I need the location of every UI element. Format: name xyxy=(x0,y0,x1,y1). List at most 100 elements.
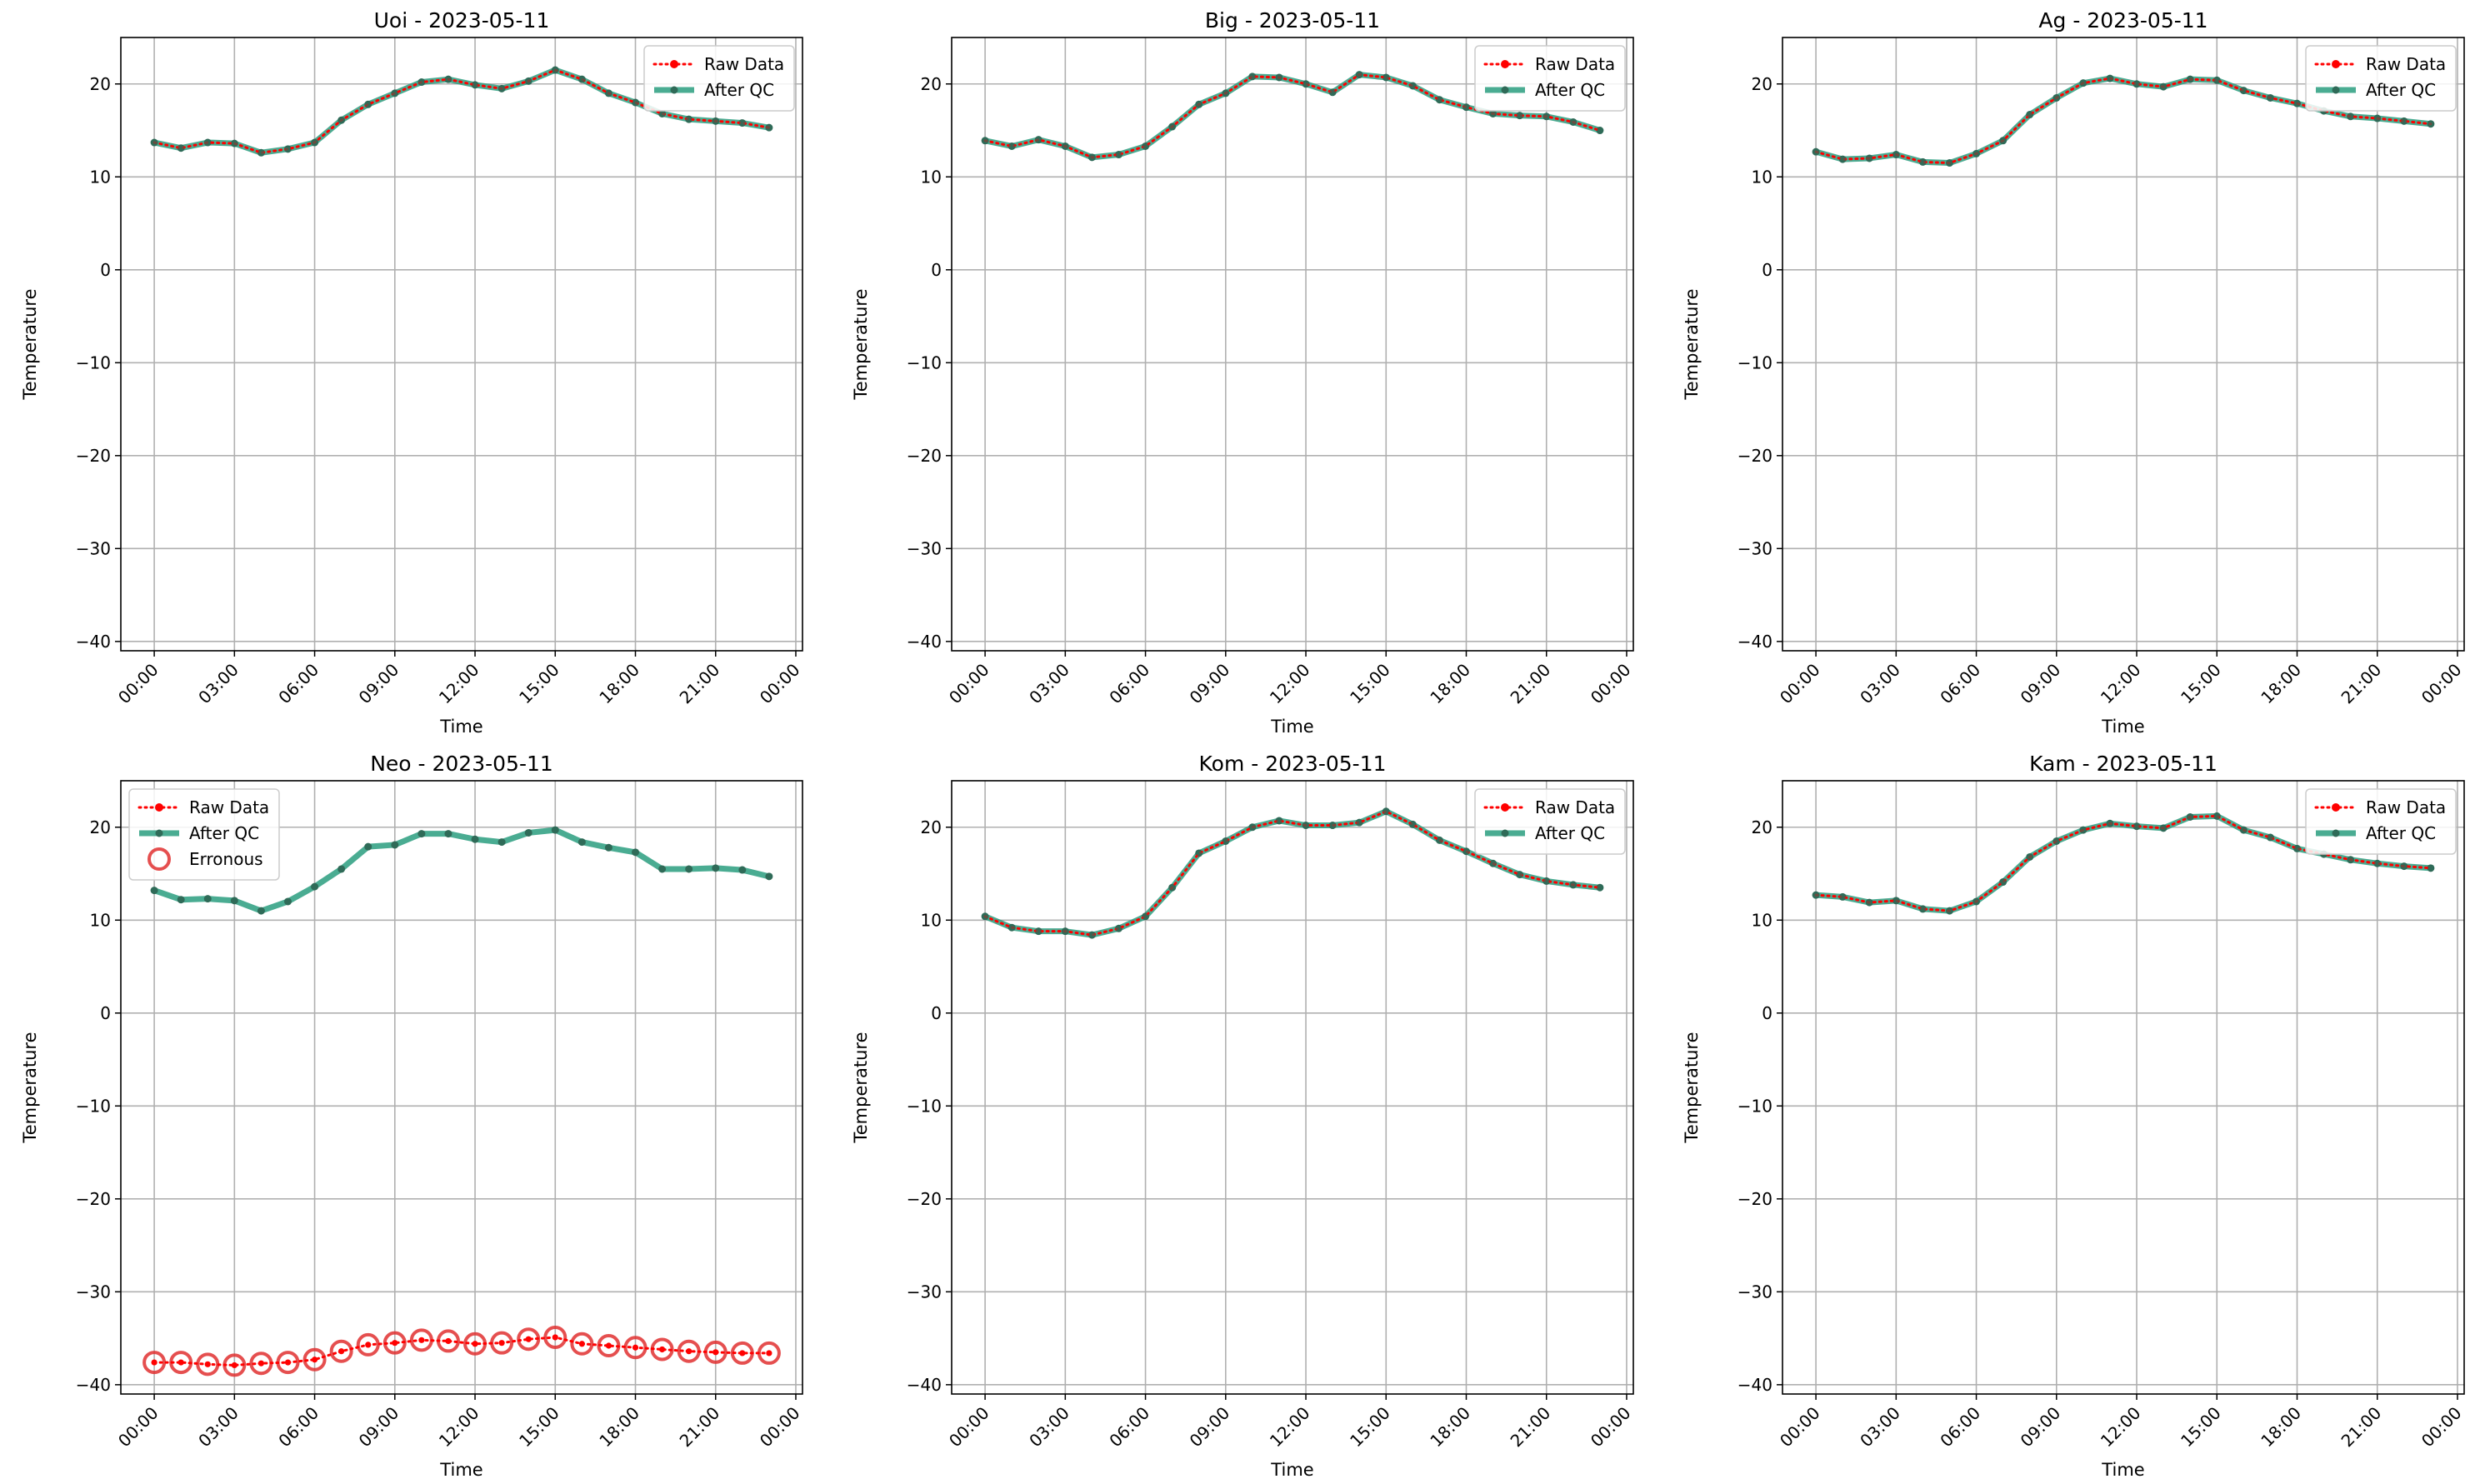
y-tick-label: −20 xyxy=(76,1189,111,1209)
raw-data-point xyxy=(151,139,158,146)
erroneous-markers xyxy=(142,1325,781,1377)
grid xyxy=(121,37,802,651)
after-qc-point xyxy=(604,843,612,852)
raw-data-point xyxy=(1115,151,1122,158)
after-qc-point xyxy=(632,848,640,857)
legend-box xyxy=(128,788,280,881)
raw-data-point xyxy=(178,1359,184,1366)
raw-data-point xyxy=(2401,117,2408,124)
raw-data-point xyxy=(1196,850,1202,857)
x-tick-label: 00:00 xyxy=(1587,660,1635,708)
legend-qc-marker xyxy=(1501,86,1509,94)
erroneous-marker xyxy=(543,1325,568,1349)
raw-data-point xyxy=(1462,848,1470,855)
after-qc-point xyxy=(311,882,319,891)
legend: Raw Data After QC Erronous xyxy=(128,788,280,881)
raw-data-point xyxy=(1543,877,1550,885)
y-tick-label: 0 xyxy=(931,1003,942,1023)
raw-data-point xyxy=(578,76,585,82)
y-tick-label: 20 xyxy=(90,817,111,837)
legend-raw-marker xyxy=(1501,803,1509,812)
chart-title: Big - 2023-05-11 xyxy=(1205,8,1380,32)
raw-data-point xyxy=(2080,827,2087,833)
after-qc-point xyxy=(177,896,185,904)
raw-data-line xyxy=(983,810,1602,937)
raw-data-point xyxy=(1196,101,1202,107)
raw-data-point xyxy=(284,1359,292,1366)
raw-data-point xyxy=(2080,80,2087,87)
after-qc-point xyxy=(150,887,158,895)
x-tick-label: 00:00 xyxy=(2418,660,2466,708)
raw-data-point xyxy=(982,913,988,920)
raw-data-point xyxy=(605,1342,612,1349)
y-tick-label: −30 xyxy=(907,1282,942,1302)
x-tick-label: 21:00 xyxy=(676,1403,724,1452)
erroneous-marker xyxy=(570,1332,594,1356)
y-tick-label: −40 xyxy=(76,1375,111,1395)
raw-data-point xyxy=(658,1346,666,1353)
raw-data-point xyxy=(1866,155,1872,162)
y-tick-label: −10 xyxy=(907,352,942,372)
raw-data-point xyxy=(231,1362,238,1369)
raw-data-point xyxy=(2267,834,2274,841)
after-qc-point xyxy=(230,897,238,905)
raw-data-point xyxy=(1462,104,1470,111)
legend-qc-marker xyxy=(2332,829,2340,837)
raw-data-point xyxy=(1972,898,1980,905)
x-tick-label: 15:00 xyxy=(515,1403,563,1452)
after-qc-point xyxy=(364,842,372,851)
y-tick-label: −10 xyxy=(1738,352,1772,372)
raw-data-point xyxy=(2133,823,2140,830)
legend-label: After QC xyxy=(189,823,259,843)
raw-data-point xyxy=(2187,813,2193,821)
raw-data-point xyxy=(1597,884,1603,891)
y-tick-label: −10 xyxy=(1738,1096,1772,1116)
x-tick-label: 15:00 xyxy=(515,660,563,708)
raw-data-point xyxy=(1088,932,1096,938)
x-tick-label: 12:00 xyxy=(435,1403,483,1452)
legend-label: Raw Data xyxy=(2366,54,2446,74)
raw-data-point xyxy=(258,1360,265,1367)
y-tick-label: 0 xyxy=(100,260,111,280)
raw-data-point xyxy=(311,1357,318,1363)
raw-data-point xyxy=(1436,837,1443,843)
x-tick-label: 00:00 xyxy=(114,660,162,708)
raw-data-point xyxy=(1543,113,1550,120)
x-tick-label: 06:00 xyxy=(1105,660,1153,708)
legend: Raw Data After QC xyxy=(2305,45,2457,112)
raw-data-point xyxy=(1302,822,1309,829)
x-tick-label: 00:00 xyxy=(1776,660,1824,708)
raw-data-point xyxy=(2348,857,2354,863)
after-qc-point xyxy=(257,907,265,915)
x-tick-label: 00:00 xyxy=(1587,1403,1635,1452)
raw-data-point xyxy=(1329,89,1336,96)
raw-data-point xyxy=(739,119,746,127)
raw-data-line xyxy=(152,68,771,154)
x-axis-label: Time xyxy=(1270,1460,1313,1480)
raw-data-point xyxy=(1276,817,1282,824)
raw-data-point xyxy=(1062,142,1068,150)
raw-data-point xyxy=(392,1340,398,1347)
raw-data-point xyxy=(1570,882,1577,888)
raw-data-point xyxy=(766,124,772,131)
x-tick-label: 09:00 xyxy=(1186,660,1234,708)
x-tick-label: 15:00 xyxy=(1346,1403,1394,1452)
raw-data-point xyxy=(418,1337,425,1343)
x-tick-label: 06:00 xyxy=(274,1403,322,1452)
y-tick-label: −30 xyxy=(1738,1282,1772,1302)
x-tick-label: 03:00 xyxy=(1856,660,1904,708)
raw-data-point xyxy=(418,78,425,86)
legend-qc-marker xyxy=(670,86,678,94)
raw-data-point xyxy=(2267,94,2274,102)
y-tick-label: −10 xyxy=(76,352,111,372)
x-tick-label: 03:00 xyxy=(1025,660,1073,708)
raw-data-point xyxy=(766,1350,772,1357)
raw-data-point xyxy=(1035,928,1042,935)
x-tick-label: 18:00 xyxy=(1426,1403,1474,1452)
raw-data-point xyxy=(2213,77,2220,83)
raw-data-point xyxy=(472,82,478,88)
raw-data-point xyxy=(2000,878,2007,886)
x-tick-label: 00:00 xyxy=(1776,1403,1824,1452)
x-tick-label: 00:00 xyxy=(114,1403,162,1452)
raw-data-point xyxy=(2374,860,2381,867)
